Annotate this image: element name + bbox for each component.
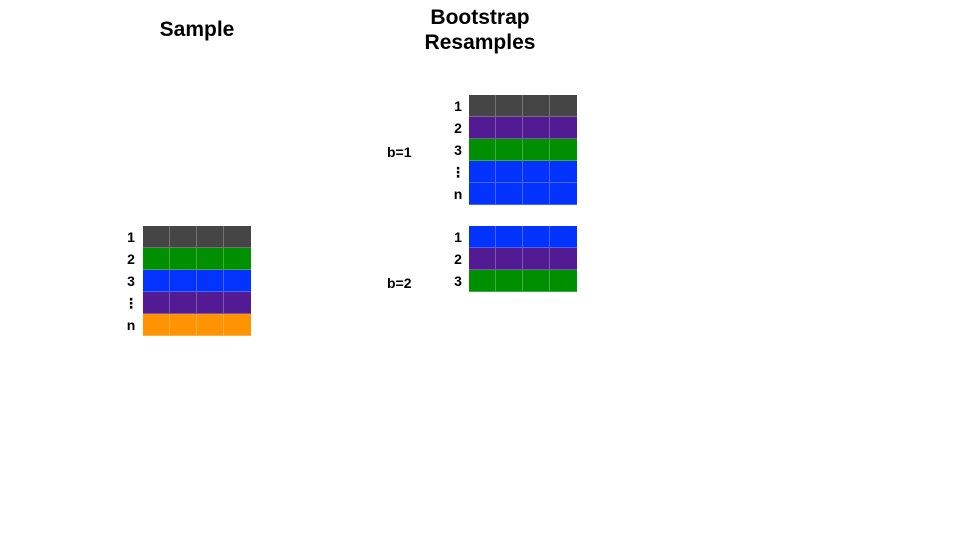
table-cell: [523, 117, 550, 139]
table-cell: [143, 270, 170, 292]
table-cell: [469, 117, 496, 139]
table-cell: [224, 270, 251, 292]
table-cell: [550, 248, 577, 270]
row-label: 3: [127, 273, 135, 289]
table-cell: [523, 139, 550, 161]
table-cell: [496, 248, 523, 270]
resample-b2-row-labels: 1 2 3: [448, 226, 468, 292]
table-cell: [143, 314, 170, 336]
table-cell: [143, 248, 170, 270]
table-cell: [197, 292, 224, 314]
sample-row-labels: 1 2 3 ⋮ n: [121, 226, 141, 336]
sample-title-text: Sample: [159, 18, 235, 41]
resample-b1-table: [469, 95, 577, 205]
row-label: 2: [127, 251, 135, 267]
table-cell: [523, 226, 550, 248]
table-cell: [170, 270, 197, 292]
table-cell: [224, 248, 251, 270]
bootstrap-title-line2: Resamples: [424, 31, 536, 54]
table-cell: [143, 292, 170, 314]
resample-b2-table: [469, 226, 577, 292]
table-cell: [224, 292, 251, 314]
bootstrap-resamples-title: Bootstrap Resamples: [400, 5, 560, 55]
row-label: ⋮: [451, 164, 465, 180]
table-cell: [170, 314, 197, 336]
table-cell: [550, 117, 577, 139]
row-label: 3: [454, 142, 462, 158]
table-cell: [469, 226, 496, 248]
table-cell: [550, 95, 577, 117]
sample-table: [143, 226, 251, 336]
table-cell: [550, 270, 577, 292]
row-label: ⋮: [124, 295, 138, 311]
row-label: 2: [454, 120, 462, 136]
table-cell: [197, 226, 224, 248]
table-cell: [224, 314, 251, 336]
table-cell: [170, 226, 197, 248]
table-cell: [197, 248, 224, 270]
table-cell: [523, 161, 550, 183]
table-cell: [550, 139, 577, 161]
table-cell: [550, 226, 577, 248]
table-cell: [523, 248, 550, 270]
table-cell: [197, 270, 224, 292]
table-cell: [550, 161, 577, 183]
resample-b1-label: b=1: [387, 144, 412, 160]
row-label: 1: [127, 229, 135, 245]
table-cell: [523, 95, 550, 117]
table-cell: [170, 292, 197, 314]
table-cell: [469, 95, 496, 117]
table-cell: [496, 117, 523, 139]
table-cell: [523, 270, 550, 292]
row-label: 1: [454, 229, 462, 245]
sample-title: Sample: [137, 17, 257, 42]
row-label: 3: [454, 273, 462, 289]
table-cell: [496, 226, 523, 248]
table-cell: [469, 161, 496, 183]
table-cell: [469, 139, 496, 161]
bootstrap-title-line1: Bootstrap: [430, 6, 530, 29]
table-cell: [523, 183, 550, 205]
row-label: 1: [454, 98, 462, 114]
row-label: n: [453, 186, 463, 202]
table-cell: [469, 248, 496, 270]
table-cell: [143, 226, 170, 248]
table-cell: [469, 183, 496, 205]
resample-b1-row-labels: 1 2 3 ⋮ n: [448, 95, 468, 205]
table-cell: [550, 183, 577, 205]
table-cell: [469, 270, 496, 292]
table-cell: [496, 183, 523, 205]
row-label: 2: [454, 251, 462, 267]
resample-b2-label: b=2: [387, 275, 412, 291]
table-cell: [496, 161, 523, 183]
table-cell: [170, 248, 197, 270]
table-cell: [496, 95, 523, 117]
table-cell: [224, 226, 251, 248]
table-cell: [496, 270, 523, 292]
row-label: n: [126, 317, 136, 333]
table-cell: [496, 139, 523, 161]
table-cell: [197, 314, 224, 336]
